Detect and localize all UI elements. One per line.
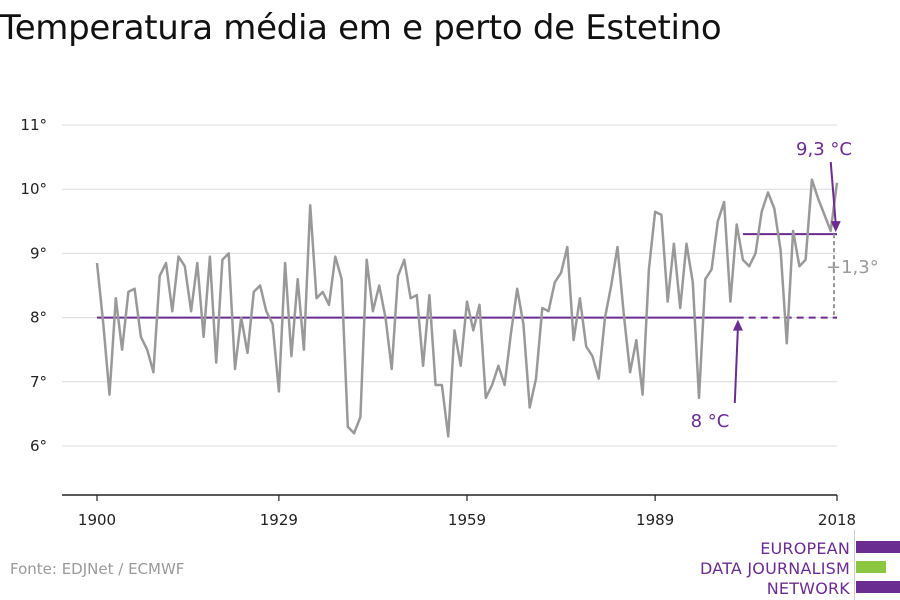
brand-bars bbox=[856, 541, 900, 593]
annotations: 9,3 °C 8 °C +1,3° bbox=[691, 139, 879, 432]
source-note: Fonte: EDJNet / ECMWF bbox=[10, 560, 185, 578]
x-tick-label: 1959 bbox=[448, 511, 486, 529]
arrow-8 bbox=[733, 327, 739, 404]
brand-line-3: NETWORK bbox=[766, 579, 850, 598]
chart-title: Temperatura média em e perto de Estetino bbox=[0, 8, 722, 48]
y-tick-label: 9° bbox=[30, 244, 47, 262]
x-tick-label: 1900 bbox=[78, 511, 116, 529]
y-tick-label: 7° bbox=[30, 373, 47, 391]
brand-bar-3 bbox=[856, 581, 900, 593]
x-tick-label: 1989 bbox=[636, 511, 674, 529]
arrowhead-8 bbox=[732, 319, 743, 331]
y-tick-label: 10° bbox=[20, 180, 47, 198]
series-layer bbox=[95, 178, 839, 438]
brand-line-1: EUROPEAN bbox=[760, 539, 850, 558]
y-tick-label: 8° bbox=[30, 309, 47, 327]
temperature-line bbox=[95, 178, 839, 438]
brand-bar-2 bbox=[856, 561, 886, 573]
label-8: 8 °C bbox=[691, 411, 730, 432]
y-tick-label: 6° bbox=[30, 437, 47, 455]
brand-bar-1 bbox=[856, 541, 900, 553]
arrow-9-3 bbox=[829, 161, 837, 225]
edjnet-logo: EUROPEAN DATA JOURNALISM NETWORK bbox=[700, 539, 850, 599]
axes: 6° 7° 8° 9° 10° 11° 1900 1929 1959 1989 2018 bbox=[20, 116, 856, 529]
brand-line-2: DATA JOURNALISM bbox=[700, 559, 850, 578]
brand-divider bbox=[854, 530, 855, 600]
y-tick-label: 11° bbox=[20, 116, 47, 134]
label-9-3: 9,3 °C bbox=[796, 139, 852, 160]
x-tick-label: 2018 bbox=[818, 511, 856, 529]
arrowhead-9-3 bbox=[830, 221, 841, 233]
x-tick-label: 1929 bbox=[260, 511, 298, 529]
label-difference: +1,3° bbox=[826, 257, 879, 278]
